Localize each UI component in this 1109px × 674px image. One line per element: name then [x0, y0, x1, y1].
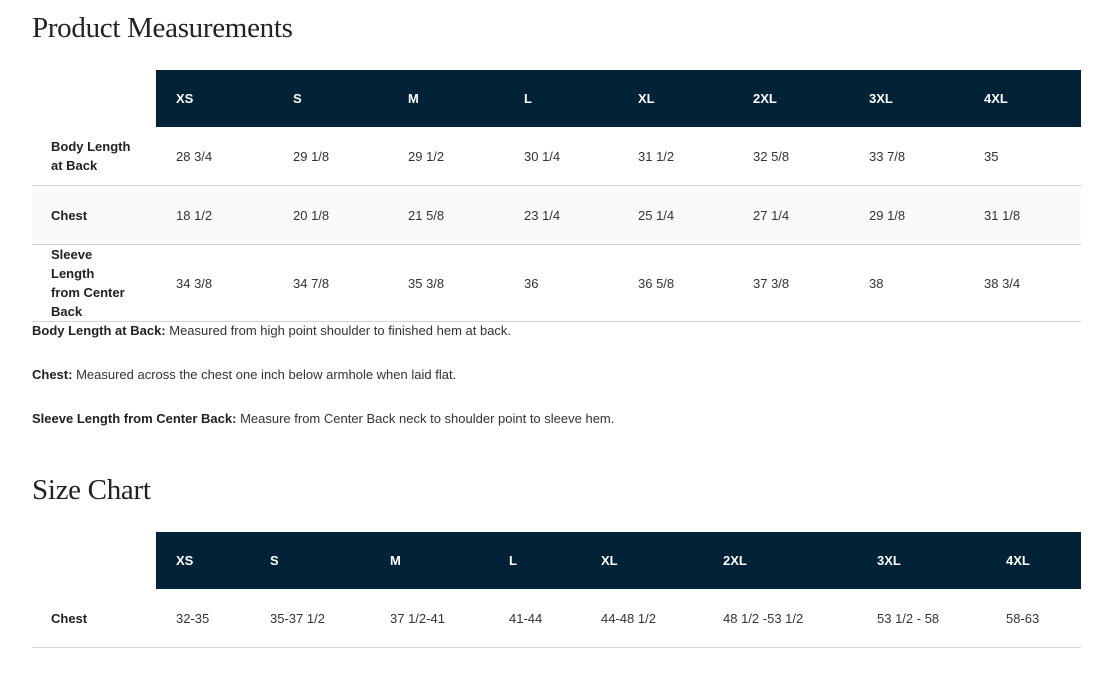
- table-cell: 29 1/8: [273, 127, 388, 186]
- table-cell: 33 7/8: [849, 127, 964, 186]
- size-header: S: [250, 532, 370, 589]
- table-cell: 28 3/4: [156, 127, 273, 186]
- size-header: 3XL: [857, 532, 986, 589]
- row-label: Sleeve Length from Center Back: [32, 244, 156, 322]
- size-header: L: [489, 532, 581, 589]
- table-cell: 27 1/4: [733, 185, 849, 245]
- table-cell: 35: [964, 127, 1081, 186]
- table-row: Chest 18 1/2 20 1/8 21 5/8 23 1/4 25 1/4 27 1/…: [32, 185, 1081, 245]
- size-header: 4XL: [986, 532, 1081, 589]
- table-row: Chest 32-35 35-37 1/2 37 1/2-41 41-44 44-48 1…: [32, 589, 1081, 648]
- size-header: M: [388, 70, 504, 127]
- table-cell: 30 1/4: [504, 127, 618, 186]
- table-row: Sleeve Length from Center Back 34 3/8 34 7…: [32, 244, 1081, 322]
- table-cell: 44-48 1/2: [581, 589, 703, 648]
- size-header: XS: [156, 70, 273, 127]
- table-cell: 37 3/8: [733, 244, 849, 322]
- table-cell: 35 3/8: [388, 244, 504, 322]
- header-row: XS S M L XL 2XL 3XL 4XL: [32, 70, 1081, 127]
- table-row: Body Length at Back 28 3/4 29 1/8 29 1/2 30 …: [32, 127, 1081, 186]
- table-cell: 29 1/8: [849, 185, 964, 245]
- table-cell: 34 3/8: [156, 244, 273, 322]
- table-cell: 32-35: [156, 589, 250, 648]
- table-cell: 25 1/4: [618, 185, 733, 245]
- table-cell: 35-37 1/2: [250, 589, 370, 648]
- table-cell: 31 1/8: [964, 185, 1081, 245]
- header-blank: [32, 70, 156, 127]
- table-cell: 34 7/8: [273, 244, 388, 322]
- table-cell: 21 5/8: [388, 185, 504, 245]
- table-cell: 32 5/8: [733, 127, 849, 186]
- product-measurements-table: XS S M L XL 2XL 3XL 4XL Body Length at B…: [32, 70, 1081, 322]
- row-label: Body Length at Back: [32, 127, 156, 186]
- table-cell: 36 5/8: [618, 244, 733, 322]
- row-label: Chest: [32, 185, 156, 245]
- size-header: L: [504, 70, 618, 127]
- note-body-length: Body Length at Back: Measured from high …: [32, 323, 512, 338]
- header-row: XS S M L XL 2XL 3XL 4XL: [32, 532, 1081, 589]
- table-cell: 20 1/8: [273, 185, 388, 245]
- table-cell: 36: [504, 244, 618, 322]
- size-header: XL: [581, 532, 703, 589]
- size-header: XS: [156, 532, 250, 589]
- header-blank: [32, 532, 156, 589]
- product-measurements-title: Product Measurements: [32, 12, 293, 44]
- size-chart-title: Size Chart: [32, 474, 151, 506]
- note-chest: Chest: Measured across the chest one inc…: [32, 367, 457, 382]
- table-cell: 18 1/2: [156, 185, 273, 245]
- measurement-notes: Body Length at Back: Measured from high …: [32, 322, 614, 454]
- table-cell: 38: [849, 244, 964, 322]
- row-label: Chest: [32, 589, 156, 648]
- size-header: S: [273, 70, 388, 127]
- table-cell: 31 1/2: [618, 127, 733, 186]
- size-header: 2XL: [733, 70, 849, 127]
- size-header: M: [370, 532, 489, 589]
- table-cell: 29 1/2: [388, 127, 504, 186]
- table-cell: 48 1/2 -53 1/2: [703, 589, 857, 648]
- table-cell: 41-44: [489, 589, 581, 648]
- table-cell: 38 3/4: [964, 244, 1081, 322]
- size-header: XL: [618, 70, 733, 127]
- table-cell: 53 1/2 - 58: [857, 589, 986, 648]
- table-cell: 23 1/4: [504, 185, 618, 245]
- table-cell: 37 1/2-41: [370, 589, 489, 648]
- size-chart-table: XS S M L XL 2XL 3XL 4XL Chest 32-35 35-37 …: [32, 532, 1081, 648]
- size-header: 3XL: [849, 70, 964, 127]
- table-cell: 58-63: [986, 589, 1081, 648]
- size-header: 2XL: [703, 532, 857, 589]
- note-sleeve-length: Sleeve Length from Center Back: Measure …: [32, 411, 615, 426]
- size-header: 4XL: [964, 70, 1081, 127]
